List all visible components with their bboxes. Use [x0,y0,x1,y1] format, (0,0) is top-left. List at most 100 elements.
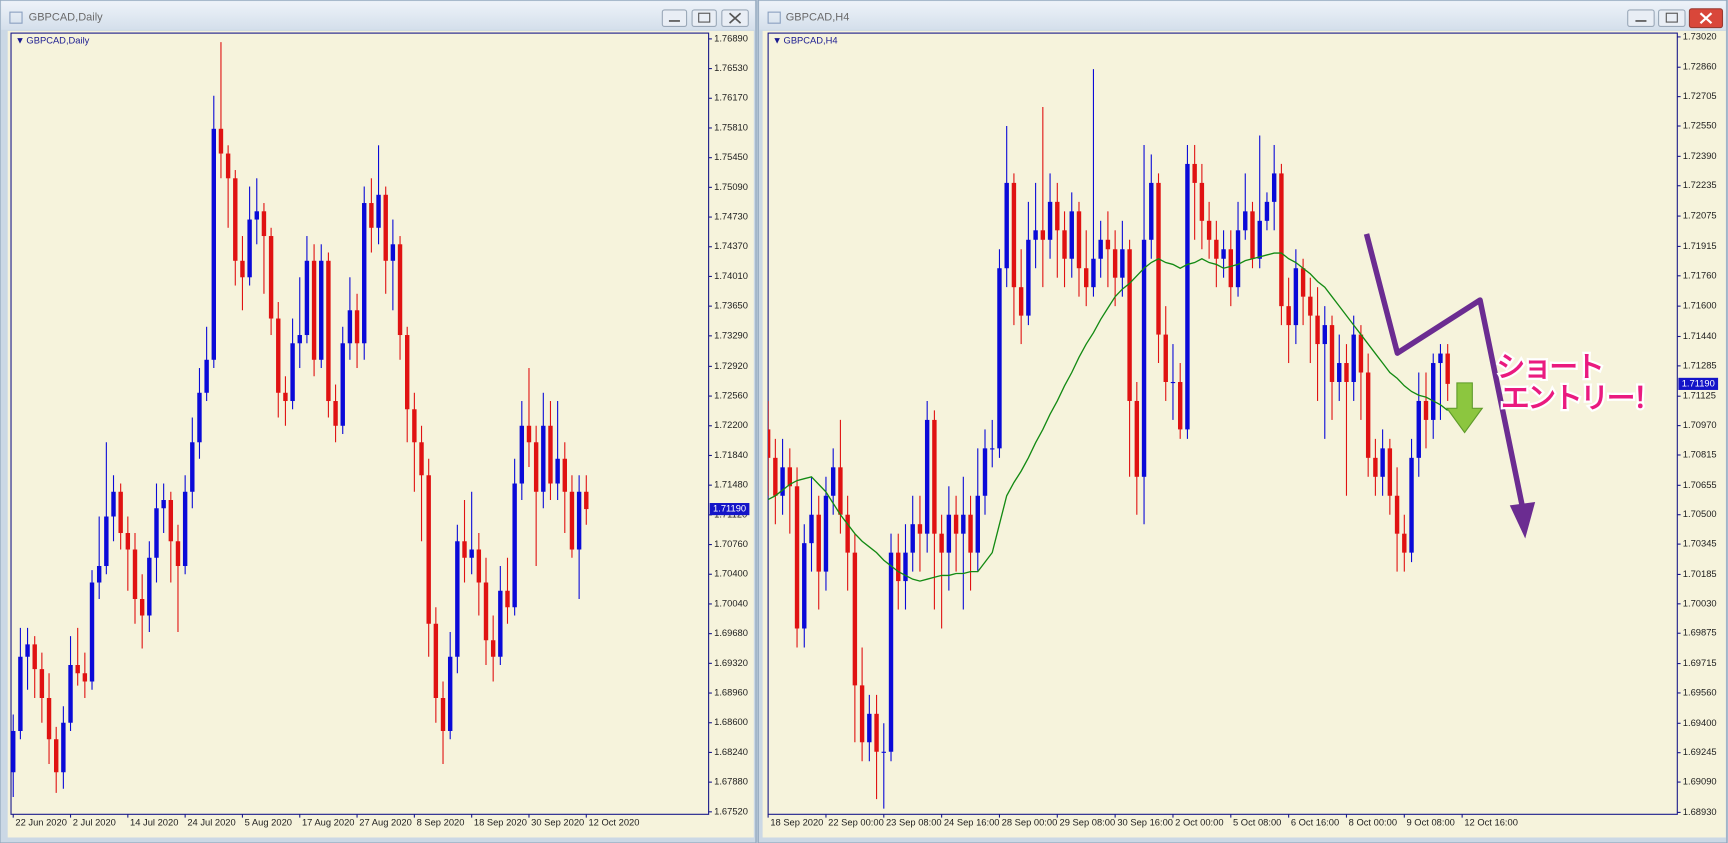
close-icon [1699,12,1713,24]
y-tick-label: 1.68960 [714,688,748,698]
current-price-tag: 1.71190 [709,503,750,516]
y-tick-label: 1.67520 [714,806,748,816]
window-icon [9,11,23,24]
candle-body [211,128,216,360]
y-tick-label: 1.70760 [714,539,748,549]
candle-body [1351,334,1356,382]
candle-body [233,178,238,261]
candle-body [1264,201,1270,221]
y-tick-label: 1.74730 [714,212,748,222]
candle-body [362,203,367,344]
candle-body [867,713,872,743]
current-price-box [709,503,750,516]
symbol-marker: ▼ [15,35,24,45]
y-tick-label: 1.75090 [714,182,748,192]
annotation: ショート [1497,350,1603,384]
candle-body [1380,448,1385,477]
candle-body [1387,448,1393,496]
maximize-button[interactable] [691,9,717,28]
chart-background [762,30,1726,838]
candle-body [1199,182,1205,221]
candle-body [405,335,410,410]
x-tick-label: 9 Oct 08:00 [1407,818,1455,828]
candle-body [576,491,582,550]
candle-body [1221,249,1226,259]
minimize-button[interactable] [661,9,688,28]
candle-body [968,514,973,553]
candle-body [204,359,209,393]
x-tick-label: 5 Aug 2020 [245,818,292,828]
y-tick-label: 1.72860 [1683,62,1717,72]
candle-body [1228,249,1234,288]
candle-body [838,467,843,515]
candle-body [1084,268,1089,288]
candle-body [874,713,879,752]
candle-body [910,524,915,553]
candle-body [1040,230,1046,240]
candle-body [1177,381,1183,430]
candle-body [990,448,995,450]
candle-body [340,343,345,426]
candle-body [1033,230,1038,240]
candle-body [852,552,858,686]
maximize-button[interactable] [1658,9,1686,28]
candle-body [46,697,52,740]
x-tick-label: 23 Sep 08:00 [886,818,942,828]
candle-body [526,425,532,443]
candle-body [1206,220,1212,240]
candle-body [383,194,388,261]
candle-body [476,549,482,583]
y-tick-label: 1.74370 [714,241,748,251]
y-tick-label: 1.72705 [1683,91,1717,101]
y-tick-label: 1.68240 [714,747,748,757]
minimize-button[interactable] [1627,9,1655,28]
y-tick-label: 1.71600 [1683,301,1717,311]
annotation-arrows [1363,233,1536,539]
candle-body [1329,325,1335,382]
x-tick-label: 29 Sep 08:00 [1060,818,1116,828]
window-daily: GBPCAD,Daily ▼ GBPCAD,Daily 1.76890 1.765… [0,0,757,843]
candle-body [290,343,295,402]
candle-body [333,401,338,426]
x-tick-label: 22 Sep 00:00 [828,818,884,828]
candle-body [961,514,966,534]
candle-body [1163,334,1168,382]
y-tick-label: 1.69875 [1683,628,1717,638]
candle-body [1243,211,1248,231]
candle-body [896,552,901,582]
candle-body [823,495,829,572]
y-tick-label: 1.70030 [1683,598,1717,608]
title-bar[interactable] [759,1,1726,30]
candle-body [932,419,937,534]
y-tick-label: 1.68930 [1683,807,1717,817]
candle-body [888,552,894,752]
candle-body [104,516,109,567]
candle-body [168,500,174,542]
y-tick-label: 1.70400 [714,569,748,579]
candle-body [1315,315,1320,345]
y-tick-label: 1.71480 [714,480,748,490]
candle-body [809,514,814,544]
candle-body [1192,163,1197,183]
candle-body [975,495,980,553]
x-tick-label: 12 Oct 2020 [588,818,639,828]
candle-body [953,514,959,534]
y-tick-label: 1.71915 [1683,241,1717,251]
window-icon [767,11,781,24]
y-tick-label: 1.70970 [1683,420,1717,430]
x-tick-label: 6 Oct 16:00 [1291,818,1339,828]
candle-body [154,508,159,558]
candle-body [1076,211,1082,269]
y-tick-label: 1.73020 [1683,31,1717,41]
candle-body [1091,258,1096,288]
candle-body [1409,457,1414,553]
y-tick-label: 1.73650 [714,301,748,311]
candle-body [1004,182,1009,269]
y-tick-label: 1.69245 [1683,747,1717,757]
candle-body [1141,239,1147,477]
title-bar[interactable] [1,1,755,30]
candle-body [1214,239,1219,259]
candle-body [483,582,489,641]
candle-body [247,219,252,278]
candle-body [311,260,317,360]
